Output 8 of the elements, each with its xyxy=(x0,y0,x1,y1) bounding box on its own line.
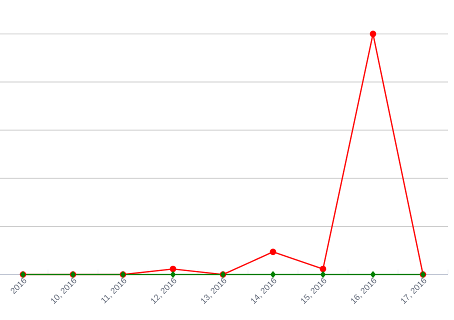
point xyxy=(170,266,176,272)
point xyxy=(170,271,176,278)
point xyxy=(320,271,326,278)
point xyxy=(370,271,376,278)
point xyxy=(320,266,326,272)
point xyxy=(270,271,276,278)
point xyxy=(370,30,376,38)
point xyxy=(270,248,276,256)
